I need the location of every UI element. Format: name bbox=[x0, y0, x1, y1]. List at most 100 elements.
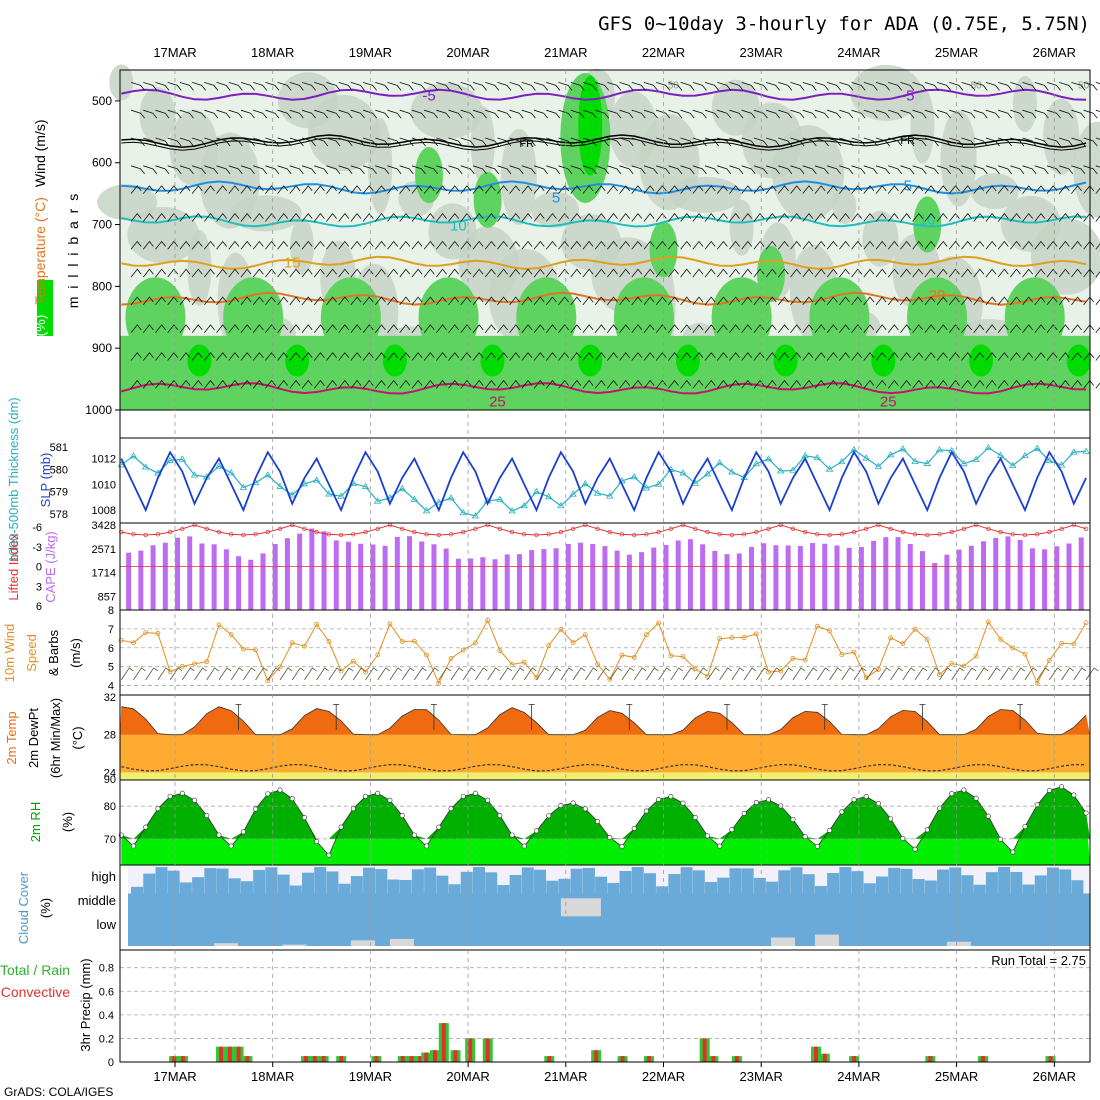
wind-barb bbox=[521, 185, 533, 194]
wind-barb bbox=[863, 137, 878, 147]
wind-barb bbox=[790, 185, 802, 194]
wind-barb bbox=[924, 296, 936, 306]
wind-speed-marker bbox=[240, 646, 246, 652]
wind-barb bbox=[997, 268, 1009, 278]
rh2m-marker bbox=[375, 790, 381, 796]
wind-barb bbox=[399, 324, 411, 333]
wind-barb bbox=[692, 296, 704, 306]
wind-barb bbox=[387, 296, 399, 306]
lifted-index-marker bbox=[473, 526, 478, 531]
wind-barb bbox=[594, 81, 610, 91]
cape-bar bbox=[419, 541, 425, 610]
cloud-high-bar bbox=[631, 867, 644, 896]
date-label-top: 24MAR bbox=[837, 45, 880, 60]
wind-barb bbox=[668, 137, 683, 147]
wind-speed-marker bbox=[131, 640, 136, 646]
rh2m-marker bbox=[680, 800, 686, 806]
wind-barb bbox=[509, 137, 524, 147]
wind-barb bbox=[265, 137, 280, 147]
wind-barb bbox=[1010, 324, 1021, 333]
wind-barb bbox=[753, 268, 765, 278]
wind-barb bbox=[240, 268, 252, 278]
wind-barb bbox=[289, 240, 301, 250]
wind-speed-marker bbox=[692, 666, 698, 672]
cloud-high-bar bbox=[1059, 869, 1072, 896]
cloud-high-bar bbox=[778, 870, 791, 896]
wind-barb bbox=[570, 352, 582, 361]
wind-barb bbox=[545, 240, 557, 250]
cloud-high-bar bbox=[216, 868, 229, 896]
wind-barb bbox=[875, 379, 887, 389]
cloud-high-bar bbox=[265, 867, 278, 896]
isotherm-label: 25 bbox=[489, 394, 506, 411]
precip-convective-bar bbox=[734, 1056, 739, 1062]
wind-barb bbox=[643, 379, 655, 389]
wind-barb bbox=[607, 137, 622, 147]
li-tick-label: -3 bbox=[32, 542, 42, 554]
lifted-index-marker bbox=[607, 529, 612, 535]
wind-barb bbox=[155, 185, 166, 194]
wind-barb bbox=[252, 213, 264, 222]
wind-speed-marker bbox=[717, 636, 723, 642]
thickness-marker bbox=[606, 492, 614, 499]
wind-barb bbox=[961, 240, 972, 250]
lifted-index-marker bbox=[998, 529, 1003, 535]
wind-barb bbox=[790, 137, 805, 147]
wind-barb bbox=[777, 379, 789, 389]
wind-speed-marker bbox=[753, 631, 759, 637]
wind-barb bbox=[265, 268, 276, 278]
wind-barb bbox=[509, 240, 521, 250]
date-label-bottom: 23MAR bbox=[740, 1069, 783, 1084]
lifted-index-marker bbox=[412, 529, 417, 535]
wind-barb bbox=[594, 165, 610, 175]
wind-barb bbox=[216, 324, 228, 333]
rh2m-marker bbox=[130, 843, 136, 849]
wind-barb bbox=[570, 324, 582, 333]
wind-barb bbox=[704, 109, 719, 119]
wind-barb bbox=[240, 240, 252, 250]
wind-barb bbox=[179, 379, 191, 389]
wind-barb bbox=[765, 109, 780, 119]
wind-barb bbox=[289, 213, 301, 222]
wind-barb bbox=[301, 165, 316, 175]
rh-moist-cell bbox=[516, 277, 577, 358]
wind-barb bbox=[1059, 109, 1074, 119]
cape-bar bbox=[455, 558, 461, 610]
cloud-level-label: middle bbox=[78, 893, 116, 908]
wind-barb bbox=[216, 213, 228, 222]
wind-barb bbox=[936, 213, 948, 222]
wind-barb bbox=[289, 324, 301, 333]
wind-barb bbox=[155, 379, 166, 389]
wind-barb bbox=[643, 324, 655, 333]
wind-barb bbox=[802, 109, 817, 119]
cloud-high-bar bbox=[192, 877, 205, 896]
rh-moist-cell bbox=[308, 95, 381, 172]
cloud-high-bar bbox=[973, 884, 986, 896]
wind-barb bbox=[203, 185, 215, 194]
rh-moist-cell bbox=[613, 277, 674, 358]
wind-barb bbox=[216, 240, 228, 250]
wind-barb bbox=[973, 324, 985, 333]
precip-convective-bar bbox=[711, 1056, 716, 1062]
wind-barb bbox=[240, 185, 252, 194]
wind-barb bbox=[729, 268, 740, 278]
wind-barb-10m bbox=[951, 667, 964, 681]
rh-moist-cell bbox=[1004, 277, 1065, 358]
wind-barb bbox=[484, 185, 496, 194]
wind-barb bbox=[350, 379, 362, 389]
wind-barb bbox=[338, 296, 350, 306]
isotherm-minus5 bbox=[121, 88, 1087, 101]
pressure-axis-label: m i l l i b a r s bbox=[65, 192, 81, 308]
wind-barb bbox=[167, 213, 179, 222]
rh2m-marker bbox=[155, 806, 161, 812]
wind-barb bbox=[631, 165, 646, 175]
rh2m-marker bbox=[595, 818, 601, 824]
wind-barb bbox=[997, 324, 1009, 333]
wind-barb bbox=[411, 137, 426, 147]
wind-barb bbox=[582, 352, 594, 361]
wind-barb bbox=[607, 379, 618, 389]
wind-barb bbox=[851, 352, 863, 361]
wind-barb bbox=[533, 352, 545, 361]
date-label-top: 18MAR bbox=[251, 45, 294, 60]
wind-barb bbox=[594, 109, 610, 119]
